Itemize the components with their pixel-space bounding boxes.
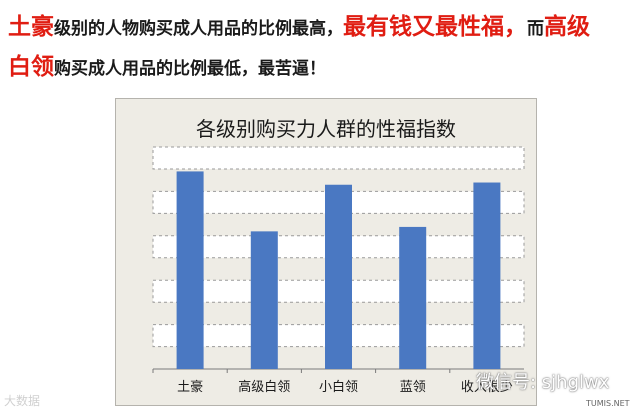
- bar-0: [176, 171, 204, 369]
- headline-text-1: 级别的人物购买成人用品的比例最高，: [54, 19, 343, 39]
- watermark-left: 大数据: [4, 394, 41, 408]
- headline-emphasis: 最有钱又最性福: [343, 14, 504, 40]
- watermark-right: 微信号: sjhglwx: [476, 372, 610, 393]
- headline: 土豪级别的人物购买成人用品的比例最高，最有钱又最性福，而高级白领购买成人用品的比…: [8, 8, 632, 88]
- x-tick-label: 高级白领: [238, 379, 290, 395]
- bar-1: [250, 231, 278, 369]
- chart: 各级别购买力人群的性福指数 土豪 高级白领 小白领 蓝领 收入很少: [115, 98, 537, 406]
- headline-text-2: 而: [527, 19, 544, 39]
- watermark-corner: TUMIS.NET: [586, 399, 630, 408]
- headline-rich: 土豪: [8, 14, 54, 40]
- grid-band: [152, 146, 525, 170]
- x-tick-label: 小白领: [319, 379, 358, 395]
- bar-2: [325, 184, 352, 369]
- headline-comma: ，: [504, 14, 527, 40]
- x-tick-label: 收入很少: [461, 380, 513, 395]
- headline-text-3: 购买成人用品的比例最低，最苦逼！: [54, 59, 326, 79]
- chart-plot: 土豪 高级白领 小白领 蓝领 收入很少: [152, 146, 525, 395]
- headline-senior: 高级: [544, 14, 590, 40]
- chart-title: 各级别购买力人群的性福指数: [196, 117, 456, 141]
- headline-whitecollar: 白领: [8, 54, 54, 80]
- x-tick-label: 蓝领: [400, 380, 426, 395]
- bar-4: [473, 182, 501, 369]
- bar-3: [399, 226, 427, 369]
- x-tick-label: 土豪: [177, 379, 203, 395]
